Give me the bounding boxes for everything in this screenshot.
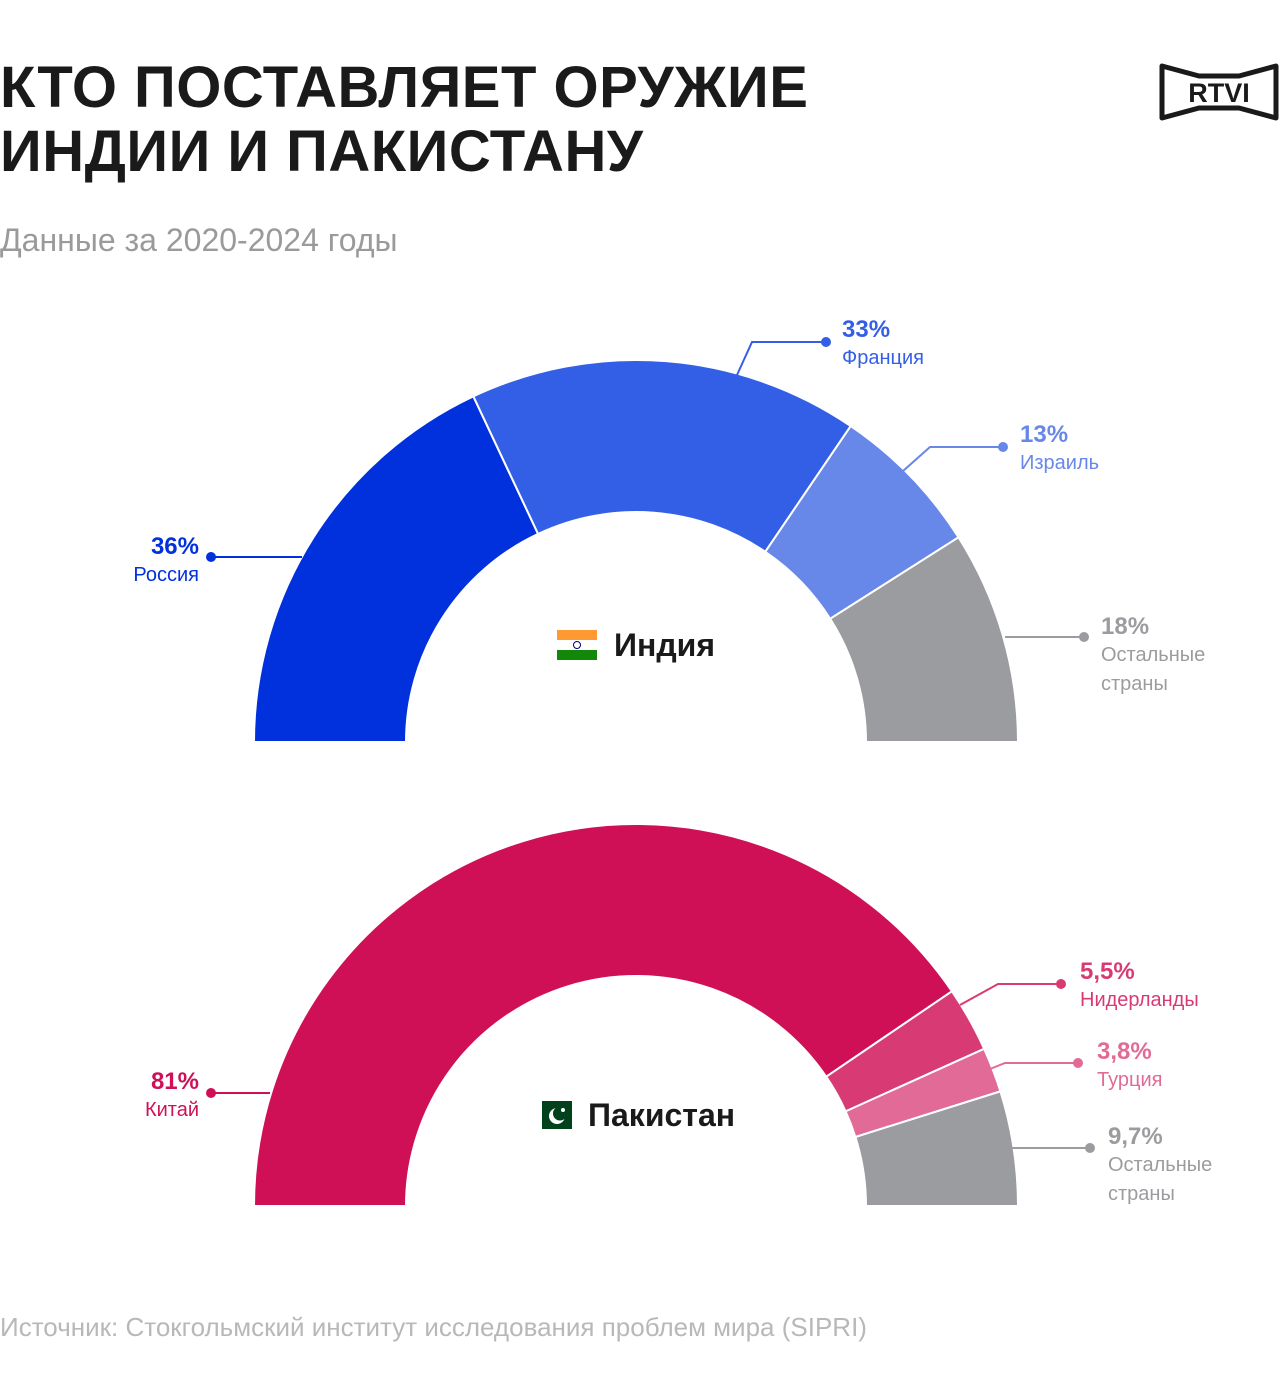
- slice-name-label: страны: [1108, 1183, 1175, 1205]
- chart-center-label: Пакистан: [542, 1097, 735, 1133]
- leader-line: [902, 446, 1003, 472]
- center-country-name: Индия: [614, 627, 715, 663]
- leader-line: [989, 1062, 1078, 1070]
- half-donut-chart-1: 36% Россия 33% Франция 13% Израиль 18% Остальны…: [133, 316, 1205, 743]
- slice-label-2: 5,5% Нидерланды: [959, 958, 1199, 1011]
- leader-dot: [1079, 632, 1089, 642]
- leader-dot: [1085, 1143, 1095, 1153]
- pakistan-flag-icon: [542, 1101, 572, 1129]
- slice-value-label: 3,8%: [1097, 1038, 1152, 1065]
- charts-area: 36% Россия 33% Франция 13% Израиль 18% Остальны…: [133, 316, 1212, 1207]
- slice-label-4: 18% Остальные страны: [1005, 613, 1205, 695]
- leader-line: [959, 983, 1061, 1006]
- slice-value-label: 13%: [1020, 421, 1068, 448]
- slice-4: [828, 535, 1020, 743]
- leader-dot: [206, 1088, 216, 1098]
- slice-value-label: 36%: [151, 533, 199, 560]
- logo-text: RTVI: [1188, 78, 1250, 108]
- slice-label-1: 36% Россия: [133, 533, 302, 586]
- slice-name-label: Нидерланды: [1080, 989, 1199, 1011]
- slice-value-label: 81%: [151, 1068, 199, 1095]
- slice-name-label: Франция: [842, 347, 924, 369]
- slice-4: [854, 1090, 1020, 1207]
- slice-name-label: Китай: [145, 1099, 199, 1121]
- slice-name-label: Остальные: [1108, 1154, 1212, 1176]
- leader-line: [736, 341, 826, 376]
- slice-name-label: Остальные: [1101, 644, 1205, 666]
- title-line-2: ИНДИИ И ПАКИСТАНУ: [0, 119, 644, 184]
- leader-dot: [206, 552, 216, 562]
- leader-dot: [821, 337, 831, 347]
- slice-name-label: Израиль: [1020, 452, 1099, 474]
- leader-dot: [998, 442, 1008, 452]
- title-line-1: КТО ПОСТАВЛЯЕТ ОРУЖИЕ: [0, 55, 809, 120]
- slice-2: [472, 359, 853, 554]
- india-flag-icon: [557, 630, 597, 660]
- page-subtitle: Данные за 2020-2024 годы: [0, 222, 398, 258]
- leader-dot: [1056, 979, 1066, 989]
- center-country-name: Пакистан: [588, 1097, 735, 1133]
- slice-label-4: 9,7% Остальные страны: [1010, 1123, 1212, 1205]
- slice-1: [252, 823, 954, 1207]
- leader-dot: [1073, 1058, 1083, 1068]
- slice-value-label: 5,5%: [1080, 958, 1135, 985]
- slice-label-3: 13% Израиль: [902, 421, 1099, 474]
- source-note: Источник: Стокгольмский институт исследо…: [0, 1312, 867, 1342]
- half-donut-chart-2: 81% Китай 5,5% Нидерланды 3,8% Турция 9,7% Оста…: [145, 823, 1212, 1207]
- rtvi-logo: RTVI: [1159, 63, 1279, 121]
- slice-value-label: 9,7%: [1108, 1123, 1163, 1150]
- slice-1: [252, 395, 540, 743]
- slice-name-label: страны: [1101, 673, 1168, 695]
- slice-name-label: Турция: [1097, 1069, 1162, 1091]
- slice-label-1: 81% Китай: [145, 1068, 270, 1121]
- page-title: КТО ПОСТАВЛЯЕТ ОРУЖИЕ ИНДИИ И ПАКИСТАНУ: [0, 56, 808, 184]
- slice-value-label: 18%: [1101, 613, 1149, 640]
- chart-center-label: Индия: [557, 627, 715, 663]
- slice-label-2: 33% Франция: [736, 316, 924, 376]
- slice-value-label: 33%: [842, 316, 890, 343]
- slice-name-label: Россия: [133, 564, 199, 586]
- slice-label-3: 3,8% Турция: [989, 1038, 1162, 1091]
